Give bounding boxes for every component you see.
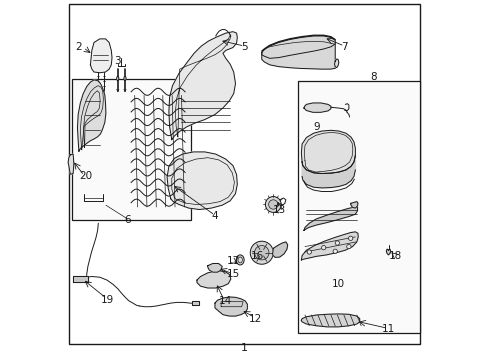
Ellipse shape [236,255,244,265]
Text: 20: 20 [79,171,92,181]
Bar [72,79,191,220]
Circle shape [321,246,325,250]
Polygon shape [303,207,357,230]
Polygon shape [261,36,335,69]
Text: 2: 2 [75,42,81,52]
Text: 14: 14 [218,296,231,306]
Circle shape [306,250,311,254]
Polygon shape [68,154,74,174]
Ellipse shape [117,76,119,81]
Text: 7: 7 [341,42,347,52]
Circle shape [254,246,268,260]
Polygon shape [90,39,112,73]
Text: 17: 17 [226,256,239,266]
Text: 3: 3 [114,56,121,66]
Polygon shape [301,232,358,260]
Polygon shape [168,32,237,140]
Polygon shape [197,271,230,288]
Polygon shape [302,156,355,188]
Circle shape [332,249,337,253]
Polygon shape [207,264,222,272]
Circle shape [250,241,273,264]
Text: 1: 1 [241,343,247,353]
Text: 5: 5 [241,42,247,52]
Ellipse shape [238,257,242,263]
Text: 19: 19 [100,294,113,305]
Text: 8: 8 [369,72,376,82]
Polygon shape [272,242,287,257]
Text: 13: 13 [273,204,286,215]
Text: 15: 15 [226,269,239,279]
Polygon shape [301,314,359,327]
Polygon shape [192,301,199,305]
Polygon shape [350,202,357,208]
Text: 9: 9 [312,122,319,132]
Text: 6: 6 [124,215,131,225]
Ellipse shape [123,76,126,81]
Text: 10: 10 [331,279,344,289]
Polygon shape [167,152,237,210]
Circle shape [268,200,277,209]
Circle shape [335,241,339,245]
Circle shape [348,236,352,240]
Polygon shape [301,130,355,174]
Circle shape [265,197,281,212]
Polygon shape [77,80,106,151]
Text: 12: 12 [248,314,262,324]
Polygon shape [386,249,390,255]
Text: 4: 4 [211,211,218,221]
Bar [297,81,419,333]
Text: 11: 11 [381,324,394,334]
Polygon shape [303,103,330,112]
Polygon shape [73,276,88,282]
Polygon shape [261,36,335,58]
Circle shape [346,244,350,249]
Text: 18: 18 [387,251,401,261]
Polygon shape [215,297,247,316]
Polygon shape [334,59,338,68]
Text: 16: 16 [250,251,263,261]
